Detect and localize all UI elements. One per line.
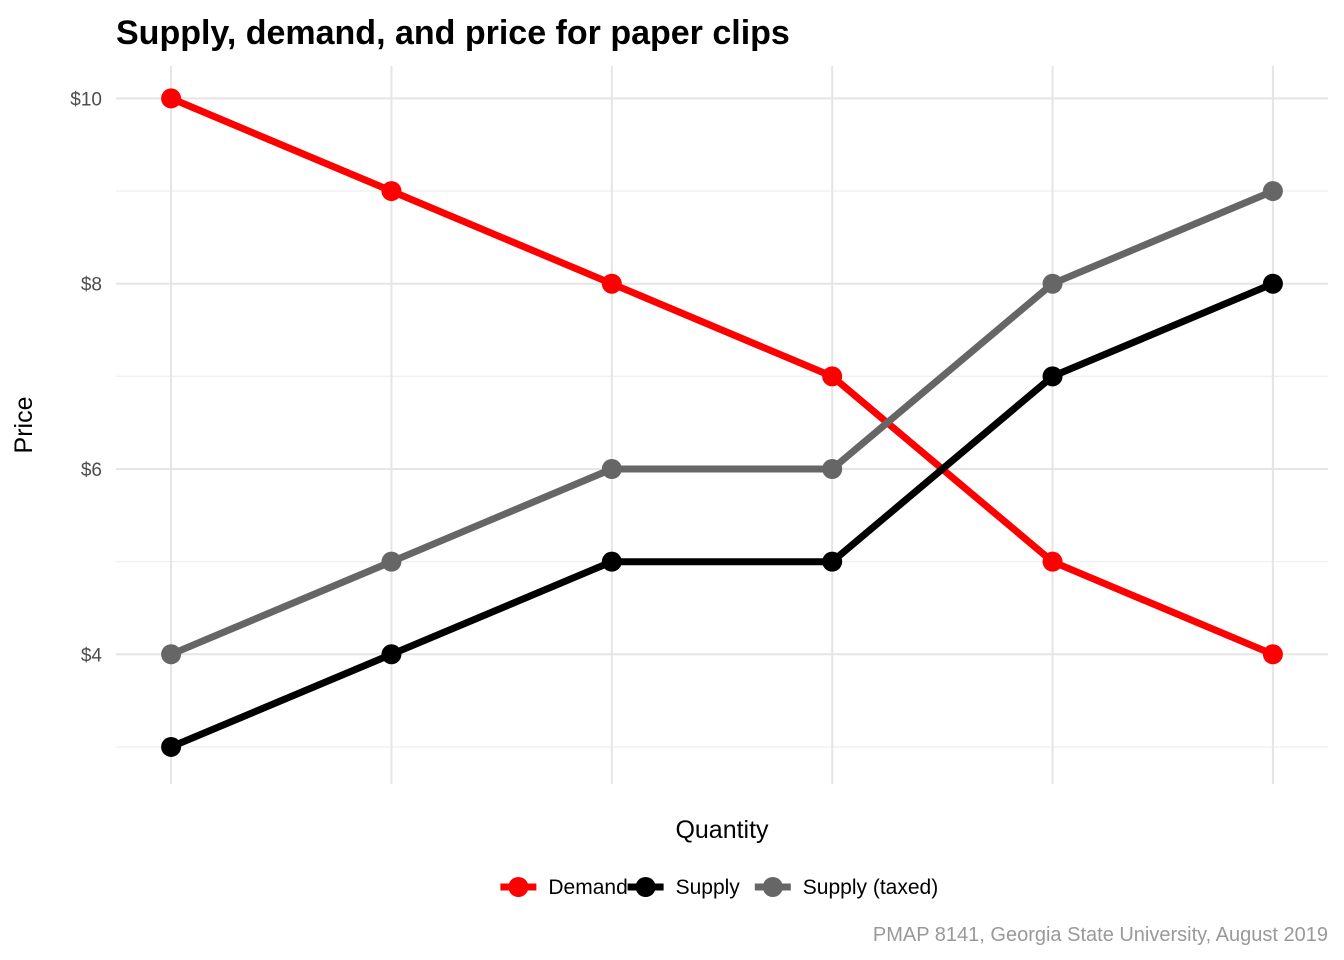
legend-label: Demand [548, 876, 627, 899]
y-tick-label: $10 [70, 89, 102, 110]
data-point-supply-taxed [381, 551, 402, 572]
series-supply-taxed [161, 181, 1283, 665]
y-tick-label: $6 [81, 460, 102, 481]
legend-item-supply-taxed: Supply (taxed) [754, 876, 938, 899]
data-point-supply [1042, 366, 1063, 387]
series-line-supply [169, 280, 1275, 751]
chart-caption: PMAP 8141, Georgia State University, Aug… [873, 924, 1328, 946]
series-line-supply-taxed [169, 187, 1275, 658]
legend-item-supply: Supply [627, 876, 741, 899]
data-point-demand [381, 181, 402, 202]
data-point-demand [1042, 551, 1063, 572]
data-point-demand [822, 366, 843, 387]
legend-key-point [635, 877, 656, 897]
series-lines [161, 88, 1283, 757]
y-axis-title: Price [10, 397, 38, 454]
data-point-demand [601, 273, 622, 294]
data-point-demand [1262, 644, 1283, 665]
data-point-supply-taxed [1042, 273, 1063, 294]
y-axis-ticks: $4 $6 $8 $10 [70, 89, 102, 666]
data-point-supply [1262, 273, 1283, 294]
data-point-supply-taxed [1262, 181, 1283, 202]
data-point-supply-taxed [601, 459, 622, 480]
legend-label: Supply [676, 876, 741, 899]
chart-title: Supply, demand, and price for paper clip… [116, 14, 790, 52]
data-point-supply [381, 644, 402, 665]
legend: Demand Supply Supply (taxed) [500, 876, 938, 899]
data-point-demand [161, 88, 182, 109]
data-point-supply [822, 551, 843, 572]
data-point-supply-taxed [822, 459, 843, 480]
data-point-supply [601, 551, 622, 572]
data-point-supply [161, 736, 182, 757]
grid-lines [116, 66, 1328, 784]
legend-item-demand: Demand [500, 876, 628, 899]
y-tick-label: $8 [81, 275, 102, 296]
legend-key-point [762, 877, 783, 897]
series-demand [161, 88, 1283, 665]
series-line-demand [169, 95, 1275, 658]
data-point-supply-taxed [161, 644, 182, 665]
series-supply [161, 273, 1283, 757]
legend-label: Supply (taxed) [803, 876, 938, 899]
y-tick-label: $4 [81, 645, 103, 666]
x-axis-title: Quantity [675, 816, 769, 844]
legend-key-point [508, 877, 529, 897]
